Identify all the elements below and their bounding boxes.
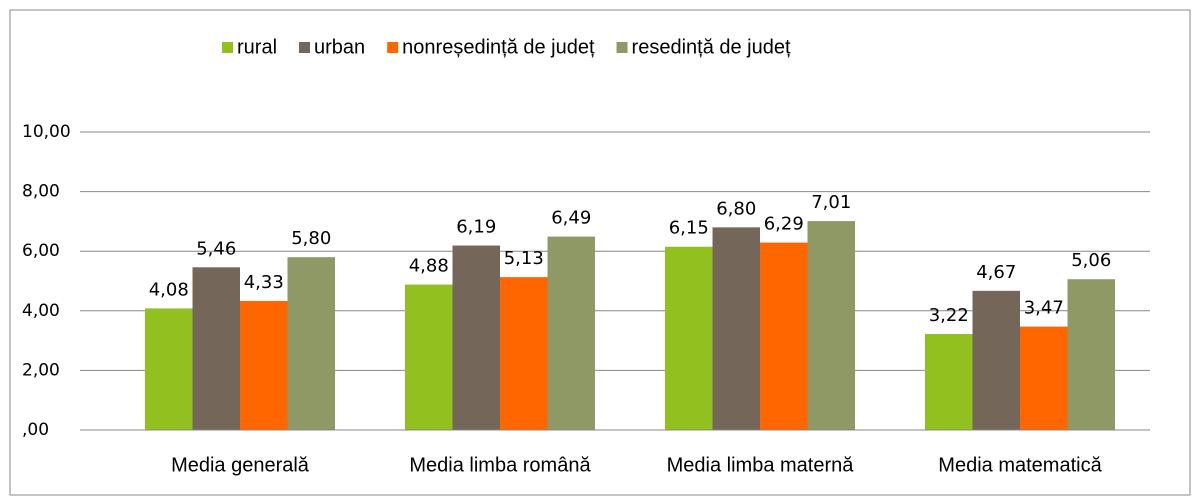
legend-swatch [387, 42, 399, 53]
legend-swatch [222, 42, 233, 53]
bar [405, 284, 453, 430]
bar [500, 277, 548, 430]
x-tick-label: Media matematică [938, 454, 1102, 476]
bar [547, 236, 595, 430]
data-label: 5,80 [291, 228, 331, 249]
bar [925, 334, 973, 430]
legend-swatch [616, 42, 628, 53]
data-label: 4,88 [409, 256, 449, 277]
y-tick-label: 6,00 [22, 241, 60, 261]
legend-label: urban [314, 36, 365, 58]
data-label: 5,13 [504, 248, 544, 269]
legend-label: nonreședință de județ [402, 36, 595, 58]
y-tick-label: 4,00 [22, 301, 60, 321]
data-label: 3,47 [1024, 298, 1064, 319]
data-label: 4,33 [244, 272, 284, 293]
data-label: 6,49 [551, 208, 591, 229]
x-tick-label: Media generală [171, 454, 310, 476]
bar [760, 242, 808, 430]
y-tick-label: 10,00 [22, 122, 71, 142]
bar [807, 221, 855, 430]
bar [240, 300, 288, 430]
bar [452, 245, 500, 430]
legend-label: rural [237, 36, 277, 58]
bar [287, 257, 335, 430]
data-label: 3,22 [929, 305, 969, 326]
data-label: 4,67 [976, 262, 1016, 283]
data-label: 5,46 [196, 238, 236, 259]
bar [665, 246, 713, 430]
bar [192, 267, 240, 430]
bar [972, 290, 1020, 430]
y-tick-label: 8,00 [22, 182, 60, 202]
data-label: 6,19 [456, 217, 496, 238]
bar [1067, 279, 1115, 430]
data-label: 5,06 [1071, 250, 1111, 271]
x-tick-label: Media limba maternă [667, 454, 855, 476]
data-label: 6,29 [764, 214, 804, 235]
bar [145, 308, 193, 430]
y-tick-label: ,00 [22, 420, 49, 440]
legend-label: resedință de județ [632, 36, 791, 58]
x-tick-label: Media limba română [409, 454, 591, 476]
bar [1020, 326, 1068, 430]
legend-swatch [299, 42, 311, 53]
data-label: 6,15 [669, 218, 709, 239]
bar [712, 227, 760, 430]
y-tick-label: 2,00 [22, 360, 60, 380]
data-label: 6,80 [716, 198, 756, 219]
data-label: 4,08 [149, 279, 189, 300]
data-label: 7,01 [811, 192, 851, 213]
